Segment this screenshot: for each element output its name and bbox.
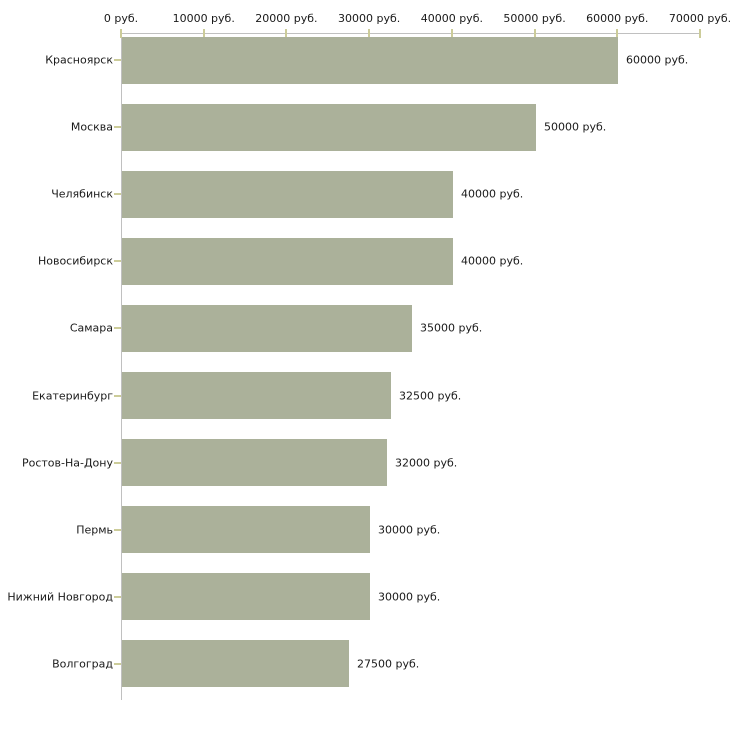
x-tick-mark (368, 29, 371, 38)
bar-10 (122, 640, 349, 688)
y-tick-mark (114, 59, 121, 61)
y-tick-mark (114, 126, 121, 129)
value-label: 32500 руб. (399, 389, 462, 402)
value-label: 32000 руб. (395, 456, 458, 470)
category-label: Самара (69, 321, 113, 335)
bar-7 (122, 439, 387, 487)
category-label: Красноярск (45, 53, 113, 67)
category-label: Нижний Новгород (7, 590, 113, 604)
value-label: 40000 руб. (461, 254, 524, 268)
bar-4 (122, 237, 453, 285)
y-tick-mark (114, 260, 121, 263)
x-axis-line (121, 33, 701, 34)
y-tick-mark (114, 327, 121, 330)
value-label: 35000 руб. (420, 321, 483, 335)
x-tick-label: 50000 руб. (503, 12, 566, 25)
value-label: 27500 руб. (357, 657, 420, 671)
x-tick-mark (533, 29, 536, 38)
bar-1 (122, 36, 618, 84)
category-label: Пермь (76, 523, 113, 537)
x-tick-mark (616, 29, 619, 38)
value-label: 30000 руб. (378, 590, 441, 604)
category-label: Ростов-На-Дону (21, 456, 113, 470)
value-label: 50000 руб. (544, 120, 607, 134)
x-tick-label: 60000 руб. (586, 12, 649, 25)
category-label: Москва (70, 120, 113, 134)
y-tick-mark (114, 461, 121, 464)
x-tick-label: 20000 руб. (255, 12, 318, 25)
x-tick-label: 0 руб. (103, 12, 139, 25)
y-tick-mark (114, 394, 121, 397)
value-label: 40000 руб. (461, 187, 524, 201)
y-tick-mark (114, 193, 121, 196)
x-tick-label: 70000 руб. (668, 12, 730, 25)
value-label: 60000 руб. (626, 53, 689, 67)
y-tick-mark (114, 528, 121, 531)
x-tick-mark (202, 29, 205, 38)
bar-9 (122, 573, 370, 621)
bar-8 (122, 506, 370, 554)
y-tick-mark (114, 595, 121, 598)
y-tick-mark (114, 662, 121, 665)
category-label: Новосибирск (37, 254, 113, 268)
category-label: Челябинск (51, 187, 113, 201)
x-tick-mark (699, 29, 701, 38)
category-label: Екатеринбург (32, 389, 113, 402)
bar-2 (122, 103, 536, 151)
x-tick-mark (450, 29, 453, 38)
x-tick-label: 30000 руб. (338, 12, 401, 25)
value-label: 30000 руб. (378, 523, 441, 537)
category-label: Волгоград (52, 657, 113, 671)
y-axis-line (121, 33, 122, 700)
bar-6 (122, 372, 391, 419)
x-tick-label: 10000 руб. (172, 12, 235, 25)
bar-3 (122, 170, 453, 218)
x-tick-label: 40000 руб. (420, 12, 483, 25)
bar-5 (122, 304, 412, 352)
x-tick-mark (120, 29, 122, 38)
x-tick-mark (285, 29, 288, 38)
